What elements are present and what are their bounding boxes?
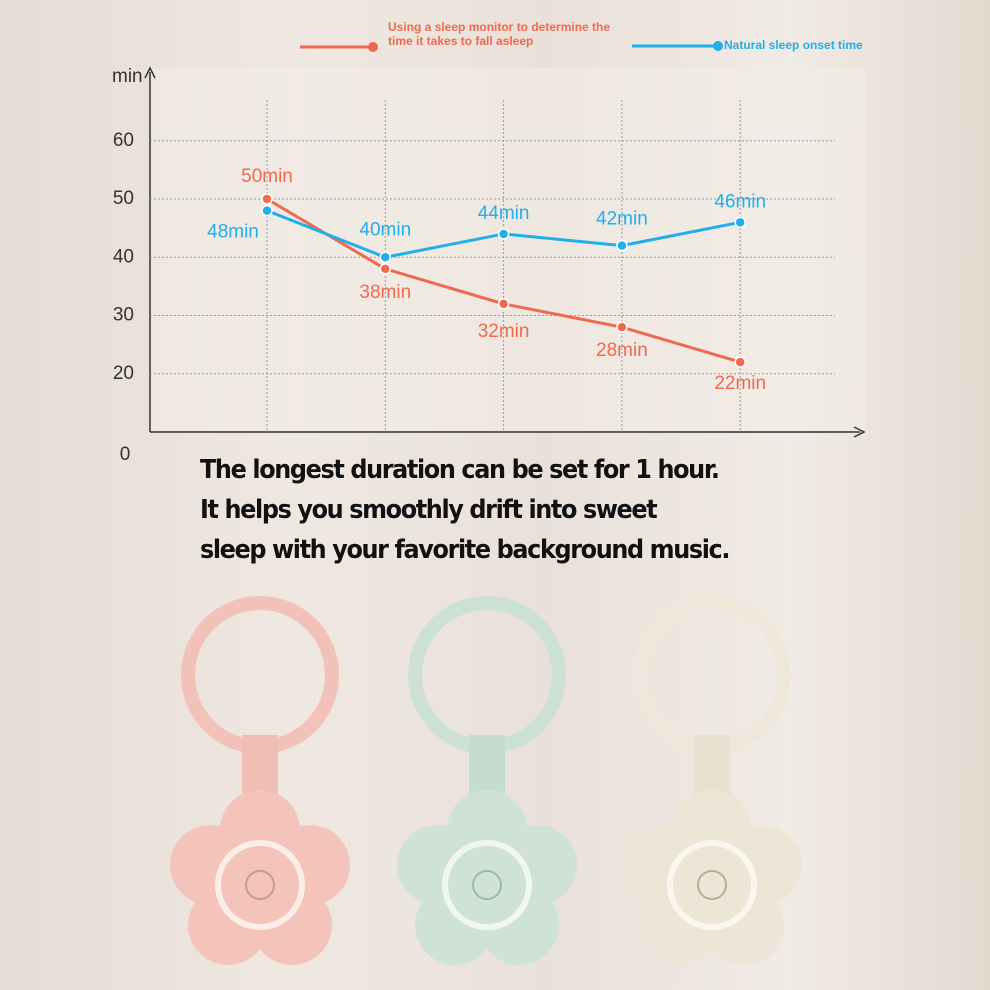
products (170, 596, 802, 965)
plot-bg (150, 68, 865, 432)
caption-line: sleep with your favorite background musi… (200, 535, 730, 565)
value-label: 22min (714, 373, 766, 394)
y-tick-label: 40 (113, 246, 134, 267)
x-arrow (853, 426, 866, 438)
data-point (734, 216, 746, 229)
legend-label: Using a sleep monitor to determine the t… (388, 20, 611, 48)
data-point (734, 356, 746, 368)
y-axis-label: min (112, 66, 143, 87)
y-tick-label: 50 (113, 188, 134, 209)
data-point (616, 321, 628, 333)
legend-swatch (300, 42, 378, 52)
data-point (261, 193, 273, 205)
value-label: 46min (714, 191, 766, 212)
value-label: 42min (596, 209, 648, 230)
data-point (616, 239, 628, 252)
data-point (497, 298, 510, 310)
value-label: 44min (478, 203, 530, 224)
data-point (497, 228, 510, 240)
value-label: 48min (207, 222, 259, 243)
value-label: 38min (359, 282, 411, 303)
origin-label: 0 (120, 444, 131, 465)
y-tick-label: 30 (113, 305, 134, 326)
legend-swatch (632, 41, 723, 51)
y-arrow (144, 66, 156, 79)
value-label: 50min (241, 166, 293, 187)
y-tick-label: 60 (113, 130, 134, 151)
data-point (379, 263, 392, 275)
product-cream (622, 596, 802, 965)
value-label: 28min (596, 340, 648, 361)
product-pink (170, 596, 350, 965)
legend-label: Natural sleep onset time (724, 38, 863, 52)
data-point (261, 204, 273, 217)
data-point (379, 251, 392, 264)
plot: 20 30 40 50 60 50min 38min 32min 28min 22min 48min… (113, 100, 835, 432)
value-label: 40min (359, 219, 411, 240)
caption-line: It helps you smoothly drift into sweet (200, 495, 658, 525)
caption-line: The longest duration can be set for 1 ho… (200, 455, 720, 485)
value-label: 32min (478, 321, 530, 342)
y-tick-label: 20 (113, 363, 134, 384)
product-green (397, 596, 577, 965)
